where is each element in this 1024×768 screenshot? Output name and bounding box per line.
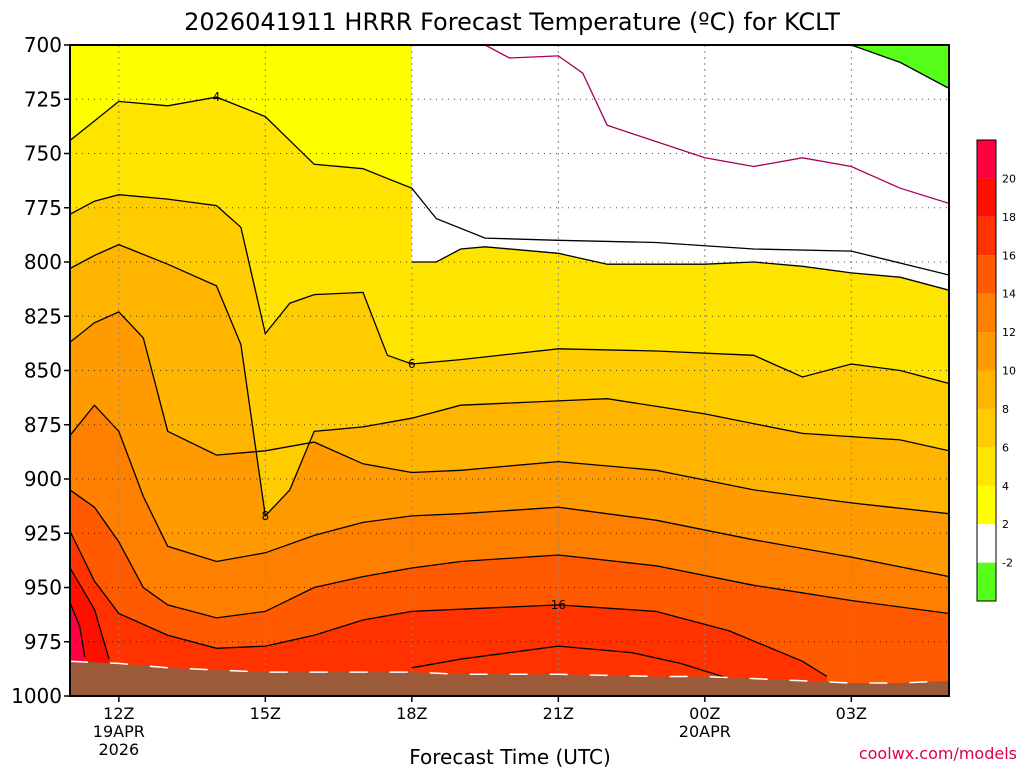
colorbar-label-3: 6 — [1002, 441, 1009, 454]
isotherm-4 — [70, 96, 949, 276]
y-tick-label-725: 725 — [24, 87, 62, 111]
x-tick-label-4: 00Z — [689, 704, 720, 723]
temperature-fill-layer — [70, 45, 949, 696]
y-tick-label-925: 925 — [24, 521, 62, 545]
colorbar-label-0: -2 — [1002, 557, 1013, 570]
y-tick-label-900: 900 — [24, 467, 62, 491]
isotherm-label-8: 8 — [262, 509, 270, 523]
y-tick-label-1000: 1000 — [11, 684, 62, 708]
colorbar-frame — [976, 139, 997, 602]
chart-title: 2026041911 HRRR Forecast Temperature (ºC… — [184, 8, 840, 36]
y-tick-label-875: 875 — [24, 413, 62, 437]
colorbar-swatch-9 — [977, 216, 996, 256]
isotherm-20 — [70, 602, 86, 658]
colorbar-label-9: 18 — [1002, 211, 1016, 224]
colorbar-swatch-4 — [977, 408, 996, 448]
watermark-text: coolwx.com/models — [859, 744, 1017, 763]
colorbar-label-6: 12 — [1002, 326, 1016, 339]
isotherm-14 — [70, 489, 949, 619]
colorbar-swatch-1 — [977, 524, 996, 563]
surface-edge — [70, 660, 949, 684]
ground-surface — [70, 661, 949, 696]
isotherm-layer: 4 6 8 16 — [70, 45, 949, 680]
colorbar-swatch-3 — [977, 447, 996, 486]
colorbar-label-8: 16 — [1002, 249, 1016, 262]
isotherm-6 — [70, 194, 949, 385]
x-tick-sublabel-0-0: 19APR — [93, 722, 145, 741]
colorbar-label-10: 20 — [1002, 172, 1016, 185]
y-tick-label-800: 800 — [24, 250, 62, 274]
y-tick-label-775: 775 — [24, 196, 62, 220]
colorbar-label-7: 14 — [1002, 288, 1016, 301]
colorbar-legend: -2 2 4 6 8 10 12 14 16 18 20 — [976, 139, 1016, 602]
y-tick-label-700: 700 — [24, 33, 62, 57]
x-tick-label-2: 18Z — [396, 704, 427, 723]
y-tick-label-825: 825 — [24, 304, 62, 328]
isotherm-label-4: 4 — [213, 90, 221, 104]
isotherm-18 — [411, 645, 730, 680]
isotherm-label-6: 6 — [408, 357, 416, 371]
colorbar-swatch-7 — [977, 293, 996, 333]
y-tick-label-950: 950 — [24, 576, 62, 600]
y-axis: 700 725 750 775 800 825 850 875 900 925 950 975 1000 — [11, 33, 70, 708]
colorbar-label-2: 4 — [1002, 480, 1009, 493]
isotherm--2 — [851, 45, 949, 89]
colorbar-swatch-2 — [977, 485, 996, 525]
colorbar-swatch-5 — [977, 370, 996, 409]
x-tick-label-3: 21Z — [543, 704, 574, 723]
x-tick-sublabel-4-0: 20APR — [679, 722, 731, 741]
x-tick-sublabel-0-1: 2026 — [98, 740, 139, 759]
x-tick-label-5: 03Z — [836, 704, 867, 723]
colorbar-label-1: 2 — [1002, 518, 1009, 531]
isotherm-10 — [70, 311, 949, 515]
ground-layer — [70, 660, 949, 696]
fill-band-below-0 — [363, 45, 949, 204]
x-tick-label-1: 15Z — [250, 704, 281, 723]
isotherm-18 — [70, 567, 110, 660]
isotherm-12 — [70, 404, 949, 578]
isotherm-2 — [411, 246, 949, 291]
colorbar-label-5: 10 — [1002, 365, 1016, 378]
y-tick-label-750: 750 — [24, 142, 62, 166]
grid-layer — [70, 45, 949, 696]
x-axis-title: Forecast Time (UTC) — [409, 745, 611, 768]
isotherm-0 — [363, 45, 949, 205]
isotherm-8 — [70, 243, 949, 518]
colorbar-swatch-10 — [977, 178, 996, 217]
colorbar-swatch-8 — [977, 255, 996, 294]
colorbar-label-4: 8 — [1002, 403, 1009, 416]
x-tick-label-0: 12Z — [103, 704, 134, 723]
isotherm-label-16: 16 — [551, 598, 566, 612]
fill-band-below-minus2 — [851, 45, 949, 89]
colorbar-swatch-11 — [977, 140, 996, 179]
colorbar-swatch-6 — [977, 332, 996, 371]
colorbar-swatch-0 — [977, 562, 996, 601]
y-tick-label-850: 850 — [24, 359, 62, 383]
isotherm-16 — [70, 530, 828, 678]
y-tick-label-975: 975 — [24, 630, 62, 654]
